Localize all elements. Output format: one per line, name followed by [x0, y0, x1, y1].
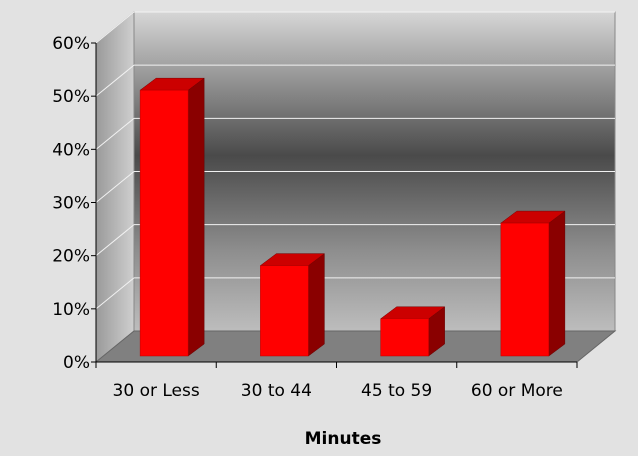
- y-tick-label: 60%: [52, 34, 90, 54]
- gridline-side: [95, 11, 135, 44]
- bar-front: [139, 89, 189, 357]
- bar-side: [548, 210, 566, 357]
- x-tick-label: 30 or Less: [113, 381, 200, 401]
- gridline-side: [95, 117, 135, 150]
- bar: [500, 210, 566, 357]
- gridline-side: [95, 171, 135, 203]
- y-tick-label: 20%: [52, 247, 90, 267]
- bar-front: [380, 318, 429, 357]
- gridline-side: [95, 64, 135, 97]
- bars: [139, 77, 566, 357]
- y-tick-label: 10%: [52, 300, 90, 320]
- bar-front: [260, 265, 309, 357]
- x-axis-label: Minutes: [305, 429, 382, 449]
- y-tick-label: 40%: [52, 140, 90, 160]
- axes: [91, 42, 578, 368]
- x-tick-label: 60 or More: [471, 381, 563, 401]
- bar: [139, 77, 205, 357]
- bar-side: [187, 77, 205, 357]
- x-tick-labels: 30 or Less 30 to 44 45 to 59 60 or More: [113, 381, 563, 401]
- bar: [379, 306, 446, 357]
- y-tick-label: 30%: [52, 194, 90, 214]
- y-tick-labels: 0% 10% 20% 30% 40% 50% 60%: [52, 34, 90, 373]
- bar-side: [308, 253, 325, 357]
- y-tick-label: 50%: [52, 87, 90, 107]
- gridline-side: [95, 277, 135, 310]
- bar: [259, 253, 326, 357]
- y-tick-label: 0%: [63, 353, 90, 373]
- bar-front: [500, 222, 550, 357]
- gridline-side: [95, 224, 135, 257]
- x-tick-label: 30 to 44: [241, 381, 312, 401]
- x-tick-label: 45 to 59: [361, 381, 432, 401]
